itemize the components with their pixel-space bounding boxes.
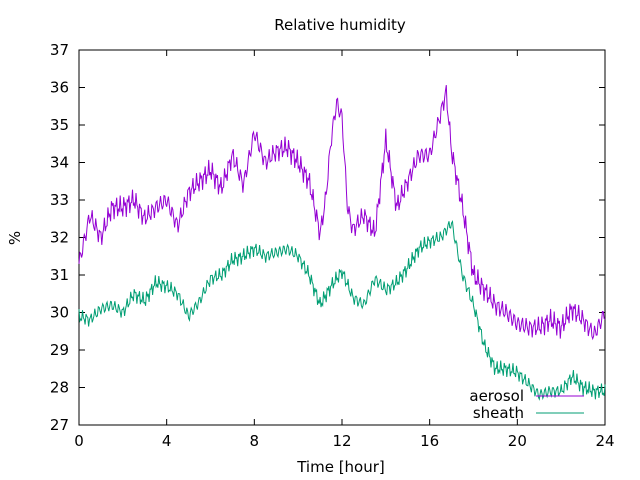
series-layer xyxy=(78,85,606,401)
y-tick-label: 30 xyxy=(50,304,69,322)
x-axis-label: Time [hour] xyxy=(296,458,385,476)
x-tick-label: 12 xyxy=(332,432,351,450)
x-tick-label: 16 xyxy=(420,432,439,450)
y-tick-label: 31 xyxy=(50,266,69,284)
series-line-aerosol xyxy=(78,85,606,341)
chart-title: Relative humidity xyxy=(274,16,406,34)
y-tick-label: 37 xyxy=(50,41,69,59)
x-tick-label: 0 xyxy=(74,432,84,450)
x-tick-label: 24 xyxy=(595,432,614,450)
y-tick-label: 29 xyxy=(50,341,69,359)
y-tick-label: 27 xyxy=(50,416,69,434)
x-axis: 0 4 8 12 16 20 24 xyxy=(74,50,615,450)
x-tick-label: 8 xyxy=(250,432,260,450)
y-tick-label: 36 xyxy=(50,79,69,97)
y-tick-label: 34 xyxy=(50,154,69,172)
x-tick-label: 20 xyxy=(508,432,527,450)
y-tick-label: 28 xyxy=(50,379,69,397)
legend-label-aerosol: aerosol xyxy=(469,387,524,405)
y-axis: 27 28 29 30 31 32 33 34 35 36 37 xyxy=(50,41,605,434)
legend-label-sheath: sheath xyxy=(473,404,524,422)
y-tick-label: 35 xyxy=(50,116,69,134)
y-tick-label: 33 xyxy=(50,191,69,209)
plot-frame xyxy=(78,49,606,426)
x-tick-label: 4 xyxy=(162,432,172,450)
series-line-sheath xyxy=(78,220,606,401)
y-axis-label: % xyxy=(6,231,24,245)
y-tick-label: 32 xyxy=(50,229,69,247)
